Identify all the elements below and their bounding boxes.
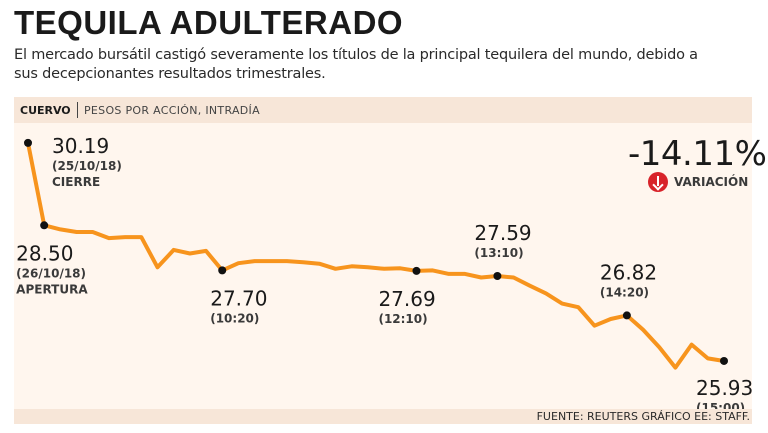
data-label-time: (13:10) bbox=[474, 246, 523, 260]
chart-panel bbox=[14, 97, 752, 424]
variation-label: VARIACIÓN bbox=[674, 175, 749, 189]
data-label-value: 27.70 bbox=[210, 286, 267, 310]
data-point-marker bbox=[412, 266, 421, 275]
chart-header-band bbox=[14, 97, 752, 123]
data-point-marker bbox=[24, 138, 32, 147]
data-label-time: (10:20) bbox=[210, 311, 259, 325]
data-label-value: 28.50 bbox=[16, 241, 73, 265]
chart-title: TEQUILA ADULTERADO bbox=[14, 4, 404, 41]
units-label: PESOS POR ACCIÓN, INTRADÍA bbox=[84, 104, 260, 117]
data-label-time: (26/10/18) bbox=[16, 266, 86, 280]
chart-subtitle: El mercado bursátil castigó severamente … bbox=[14, 47, 698, 82]
series-label: CUERVO bbox=[20, 104, 71, 117]
data-label-note: APERTURA bbox=[16, 282, 88, 296]
source-note: FUENTE: REUTERS GRÁFICO EE: STAFF. bbox=[536, 410, 750, 423]
data-label-time: (25/10/18) bbox=[52, 159, 122, 173]
data-label-note: CIERRE bbox=[52, 175, 100, 189]
data-label-value: 25.93 bbox=[696, 376, 753, 400]
data-label-time: (12:10) bbox=[378, 312, 427, 326]
data-label-value: 26.82 bbox=[600, 260, 657, 284]
data-label-value: 27.69 bbox=[378, 287, 435, 311]
data-point-marker bbox=[493, 271, 502, 280]
variation-value: -14.11% bbox=[628, 134, 767, 174]
data-label-value: 27.59 bbox=[474, 221, 531, 245]
variation-row: VARIACIÓN bbox=[648, 172, 748, 192]
series-line bbox=[26, 140, 726, 370]
data-label-time: (14:20) bbox=[600, 285, 649, 299]
data-point-marker bbox=[720, 356, 728, 365]
data-point-marker bbox=[40, 221, 49, 230]
data-point-marker bbox=[622, 311, 631, 320]
footer-band bbox=[14, 409, 752, 424]
data-label-value: 30.19 bbox=[52, 134, 109, 158]
header-divider bbox=[77, 102, 78, 118]
data-point-marker bbox=[218, 266, 227, 275]
arrow-down-icon bbox=[648, 172, 668, 192]
